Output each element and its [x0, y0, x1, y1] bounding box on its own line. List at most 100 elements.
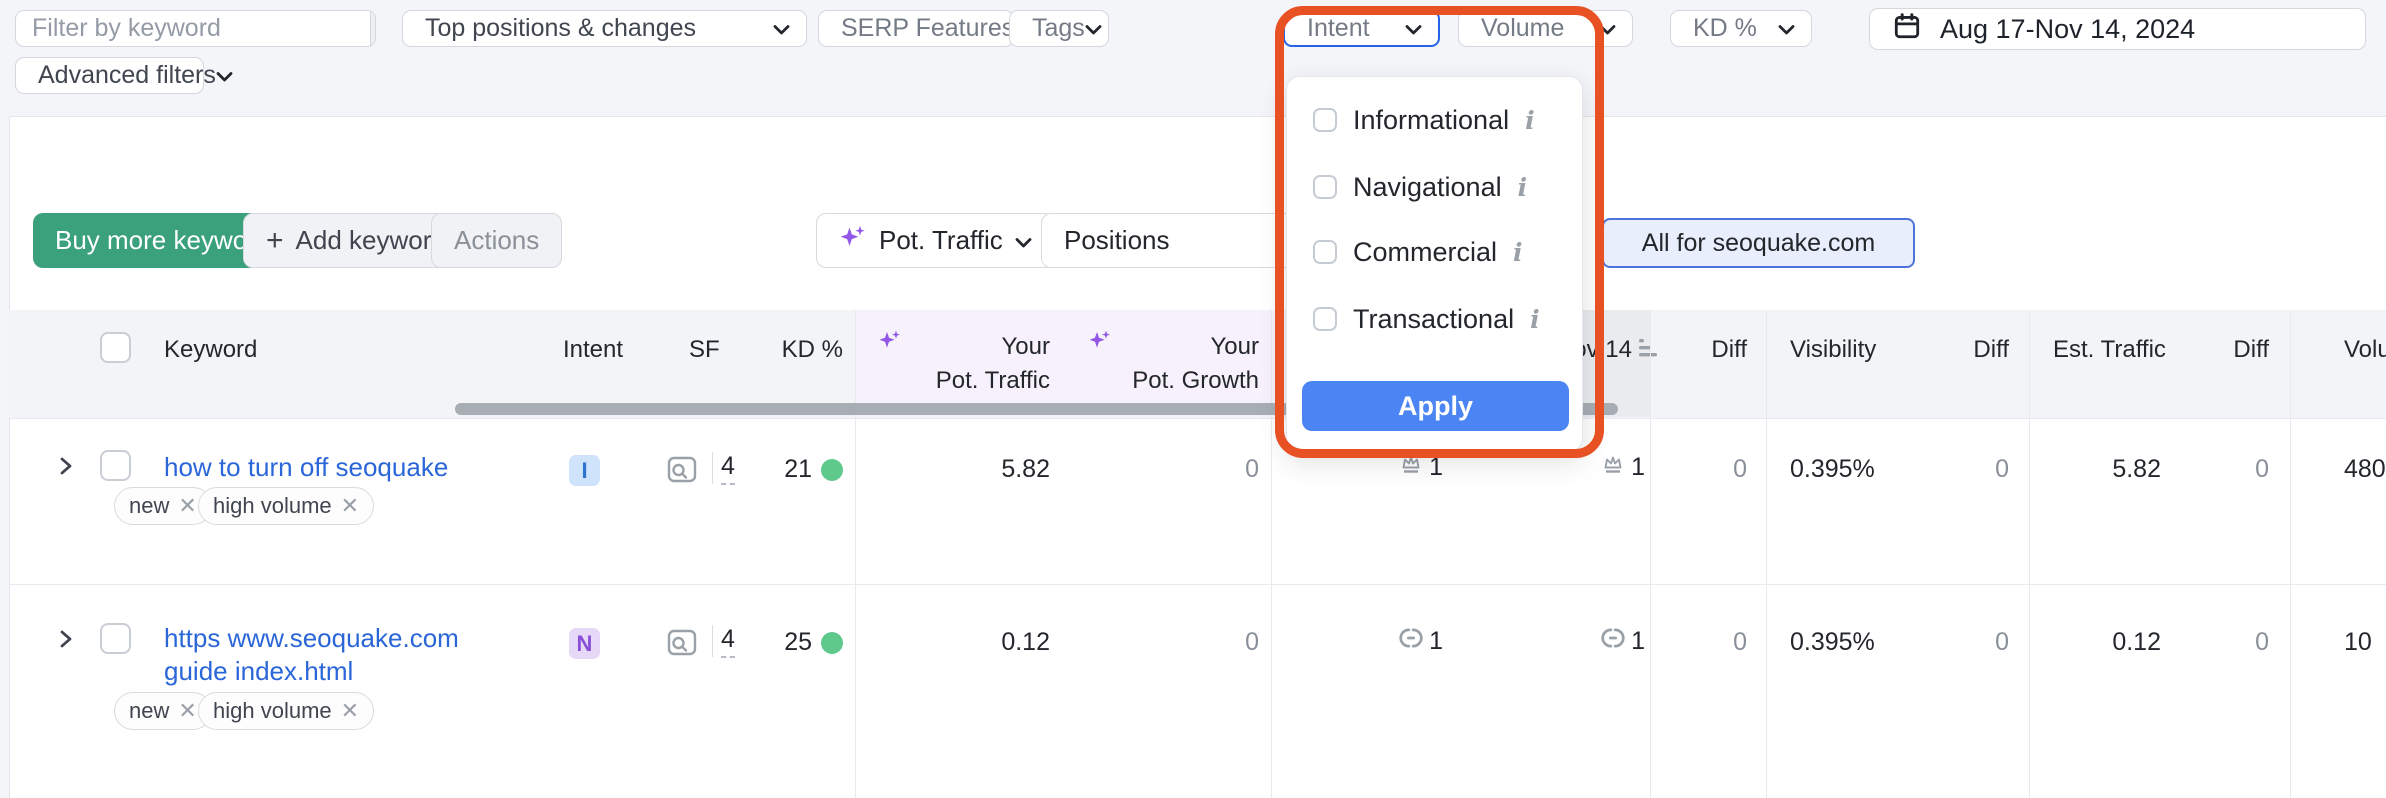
chevron-down-icon: [216, 61, 233, 90]
date-range-picker[interactable]: Aug 17-Nov 14, 2024: [1869, 8, 2366, 50]
actions-button[interactable]: Actions: [431, 213, 563, 268]
col-header-pot-growth[interactable]: Your Pot. Growth: [1132, 333, 1259, 394]
sort-descending-icon[interactable]: [1638, 337, 1660, 366]
chevron-down-icon: [1085, 14, 1102, 43]
intent-dropdown-panel: Informational i Navigational i Commercia…: [1286, 76, 1583, 452]
pot-traffic-metric-select[interactable]: Pot. Traffic: [816, 213, 1055, 268]
serp-feature-icon[interactable]: [665, 625, 699, 664]
remove-tag-icon[interactable]: ✕: [178, 698, 197, 723]
column-divider: [2290, 310, 2291, 798]
volume-filter[interactable]: Volume: [1458, 10, 1633, 47]
intent-filter[interactable]: Intent: [1283, 10, 1440, 47]
intent-option-label: Commercial: [1353, 236, 1498, 267]
column-divider: [855, 310, 856, 798]
keyword-filter-input-group: [15, 10, 376, 47]
intent-filter-label: Intent: [1307, 14, 1370, 42]
chevron-down-icon: [773, 14, 790, 43]
tag-new[interactable]: new ✕: [114, 692, 212, 730]
tag-high-volume[interactable]: high volume ✕: [198, 692, 375, 730]
intent-badge-navigational[interactable]: N: [569, 628, 600, 659]
advanced-filters[interactable]: Advanced filters: [15, 57, 233, 94]
intent-option-informational[interactable]: Informational i: [1287, 104, 1582, 136]
col-header-diff-2[interactable]: Diff: [1973, 336, 2009, 363]
expand-row-icon[interactable]: [56, 456, 78, 478]
info-icon[interactable]: i: [1513, 237, 1523, 267]
tag-label: new: [129, 493, 170, 518]
est-traffic-cell: 5.82: [2112, 455, 2161, 483]
info-icon[interactable]: i: [1530, 304, 1540, 334]
info-icon[interactable]: i: [1525, 105, 1535, 135]
position-cell-aug17: 1: [1271, 452, 1443, 483]
intent-option-commercial[interactable]: Commercial i: [1287, 236, 1582, 268]
col-header-diff-3[interactable]: Diff: [2233, 336, 2269, 363]
apply-button[interactable]: Apply: [1302, 381, 1569, 431]
col-header-sf[interactable]: SF: [689, 336, 720, 363]
remove-tag-icon[interactable]: ✕: [340, 698, 360, 723]
chevron-down-icon: [1599, 14, 1616, 43]
sparkles-icon: [839, 223, 867, 258]
kd-easy-dot: [821, 631, 843, 654]
checkbox[interactable]: [1313, 240, 1337, 264]
pot-columns-header-bg: [855, 310, 1271, 417]
intent-option-label: Informational: [1353, 104, 1510, 135]
sf-count[interactable]: 4: [721, 452, 735, 485]
diff-cell: 0: [2255, 628, 2269, 656]
tag-label: new: [129, 698, 170, 723]
kd-filter[interactable]: KD %: [1670, 10, 1812, 47]
intent-option-transactional[interactable]: Transactional i: [1287, 303, 1582, 335]
serp-features-filter[interactable]: SERP Features: [818, 10, 1031, 47]
chevron-down-icon: [1405, 14, 1422, 43]
tag-high-volume[interactable]: high volume ✕: [198, 487, 375, 525]
sf-count[interactable]: 4: [721, 625, 735, 658]
col-header-pot-traffic[interactable]: Your Pot. Traffic: [935, 333, 1050, 394]
checkbox[interactable]: [1313, 307, 1337, 331]
intent-option-label: Navigational: [1353, 171, 1502, 202]
crown-icon: [1398, 452, 1424, 483]
checkbox[interactable]: [1313, 175, 1337, 199]
remove-tag-icon[interactable]: ✕: [340, 493, 360, 518]
col-header-diff-1[interactable]: Diff: [1711, 336, 1747, 363]
tags-filter[interactable]: Tags: [1009, 10, 1109, 47]
tag-new[interactable]: new ✕: [114, 487, 212, 525]
pot-traffic-cell: 0.12: [1001, 628, 1050, 656]
all-for-domain-label: All for seoquake.com: [1641, 228, 1876, 257]
col-header-kd[interactable]: KD %: [781, 336, 843, 363]
all-for-domain-button[interactable]: All for seoquake.com: [1602, 218, 1915, 268]
keyword-filter-input[interactable]: [16, 11, 370, 46]
est-traffic-cell: 0.12: [2112, 628, 2161, 656]
intent-option-navigational[interactable]: Navigational i: [1287, 171, 1582, 203]
intent-badge-informational[interactable]: I: [569, 455, 600, 486]
tag-label: high volume: [213, 698, 332, 723]
actions-label: Actions: [454, 225, 540, 255]
chevron-down-icon: [1778, 14, 1795, 43]
kd-cell: 25: [770, 628, 843, 657]
positions-metric-button[interactable]: Positions: [1041, 213, 1310, 268]
serp-feature-icon[interactable]: [665, 452, 699, 491]
column-divider: [1766, 310, 1767, 798]
row-checkbox[interactable]: [100, 623, 131, 654]
keyword-link[interactable]: how to turn off seoquake: [164, 452, 449, 482]
row-checkbox[interactable]: [100, 450, 131, 481]
pot-growth-cell: 0: [1245, 455, 1259, 483]
col-header-est-traffic[interactable]: Est. Traffic: [2053, 336, 2166, 363]
col-header-volume[interactable]: Volume: [2344, 336, 2386, 363]
checkbox[interactable]: [1313, 108, 1337, 132]
expand-row-icon[interactable]: [56, 629, 78, 651]
info-icon[interactable]: i: [1517, 172, 1528, 202]
search-button[interactable]: [370, 11, 375, 46]
calendar-icon: [1892, 11, 1922, 48]
remove-tag-icon[interactable]: ✕: [178, 493, 197, 518]
col-header-keyword[interactable]: Keyword: [164, 336, 258, 363]
top-positions-filter[interactable]: Top positions & changes: [402, 10, 807, 47]
visibility-cell: 0.395%: [1790, 455, 1875, 483]
col-header-intent[interactable]: Intent: [563, 336, 624, 363]
kd-easy-dot: [821, 458, 843, 481]
diff-cell: 0: [1995, 628, 2009, 656]
pot-traffic-cell: 5.82: [1001, 455, 1050, 483]
select-all-checkbox[interactable]: [100, 332, 131, 363]
diff-cell: 0: [1995, 455, 2009, 483]
chevron-down-icon: [1015, 225, 1032, 256]
visibility-cell: 0.395%: [1790, 628, 1875, 656]
keyword-link[interactable]: https www.seoquake.com guide index.html: [164, 623, 459, 686]
col-header-visibility[interactable]: Visibility: [1790, 336, 1877, 363]
